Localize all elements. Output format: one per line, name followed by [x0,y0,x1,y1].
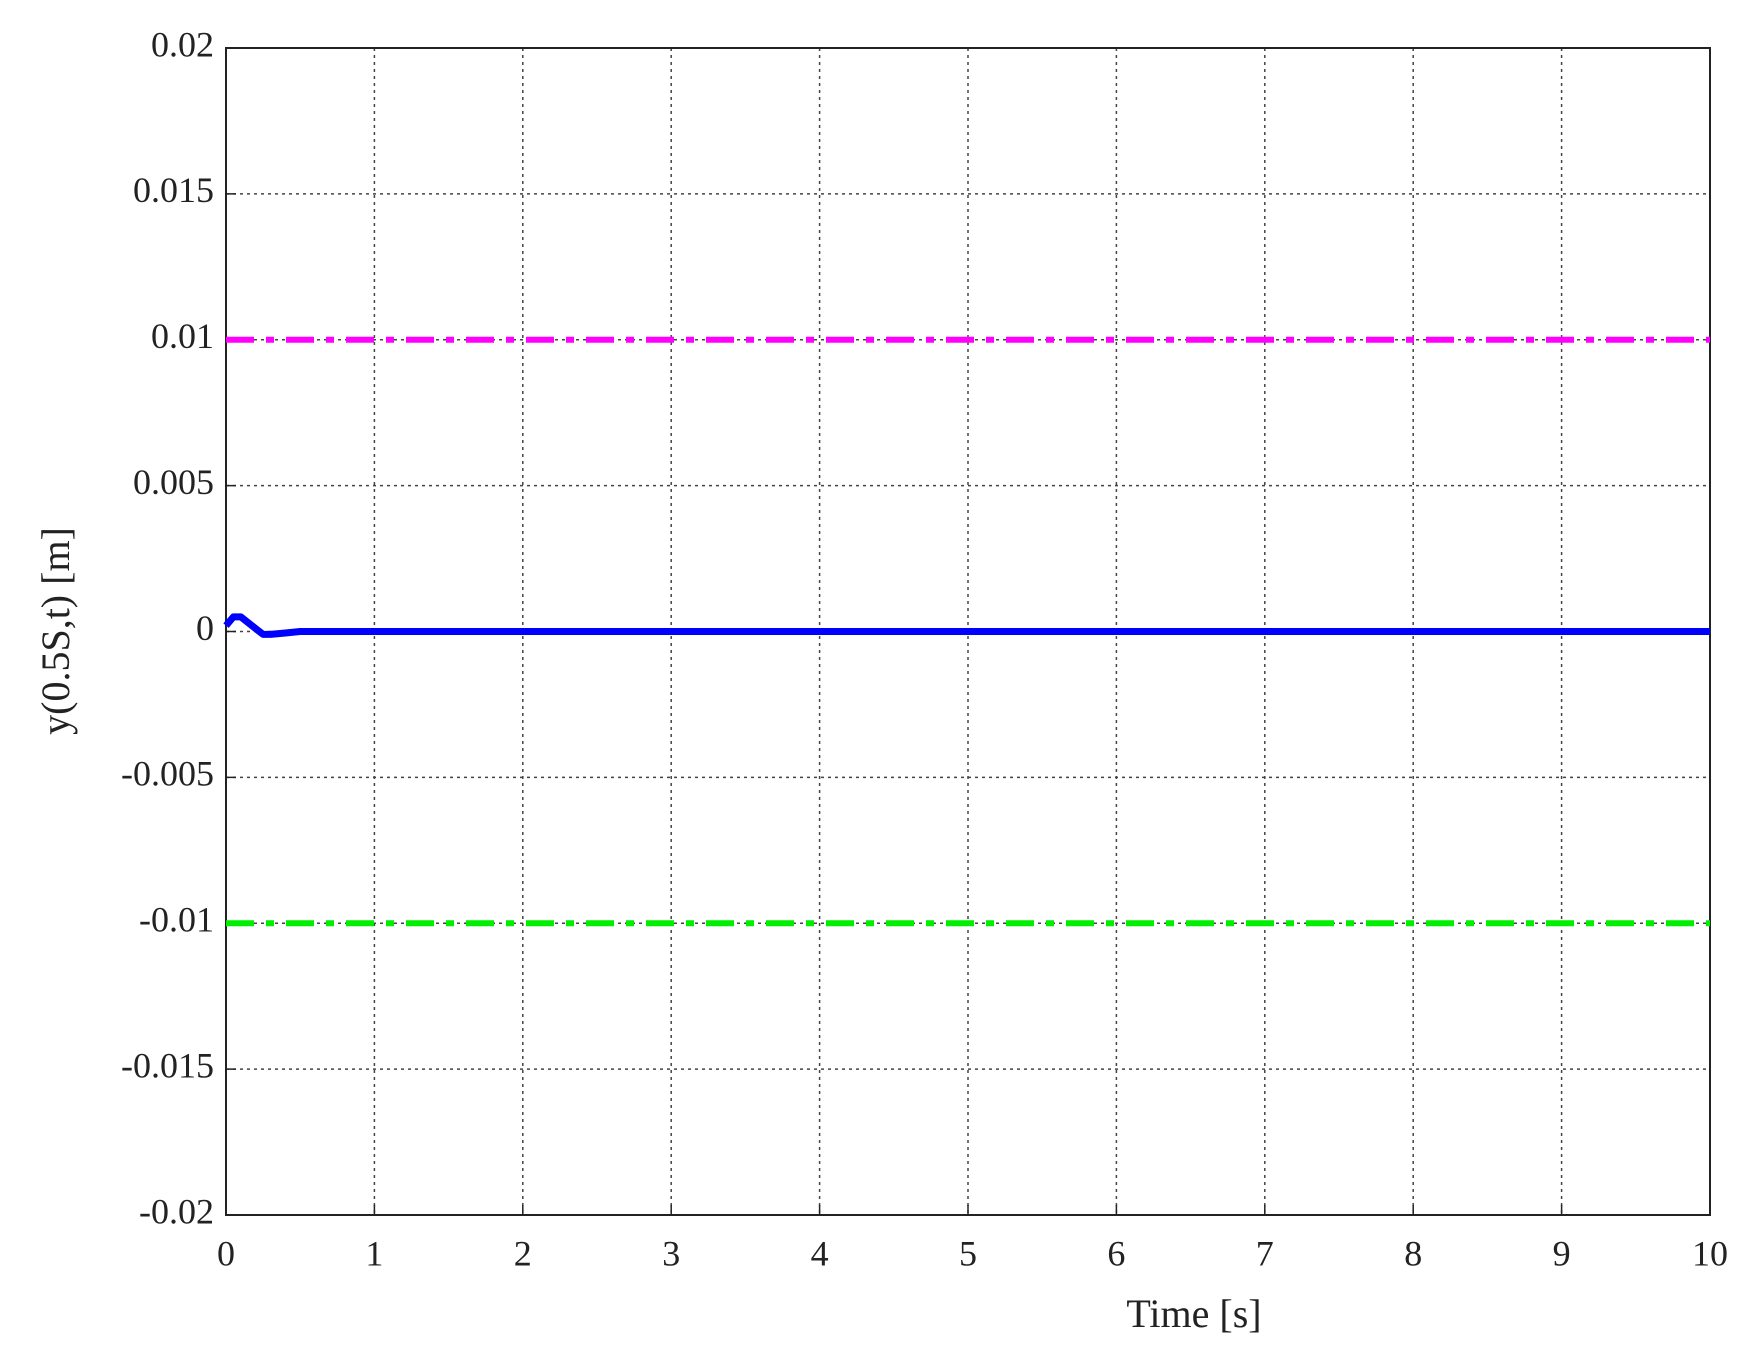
x-tick-label: 1 [365,1233,383,1273]
x-tick-label: 7 [1256,1233,1274,1273]
x-tick-label: 8 [1404,1233,1422,1273]
x-tick-label: 0 [217,1233,235,1273]
x-tick-label: 9 [1553,1233,1571,1273]
data-line [223,613,1710,638]
x-tick-label: 2 [514,1233,532,1273]
y-tick-label: -0.01 [139,900,214,940]
x-axis-label: Time [s] [1126,1291,1261,1336]
y-axis-label: y(0.5S,t) [m] [33,527,78,735]
x-tick-label: 4 [811,1233,829,1273]
x-tick-label: 10 [1692,1233,1728,1273]
y-tick-label: 0.02 [151,24,214,64]
x-tick-label: 5 [959,1233,977,1273]
y-tick-label: -0.02 [139,1191,214,1231]
y-tick-label: -0.015 [121,1045,214,1085]
y-tick-label: -0.005 [121,754,214,794]
y-tick-label: 0.01 [151,316,214,356]
y-tick-label: 0 [196,608,214,648]
y-tick-label: 0.015 [133,170,214,210]
x-tick-label: 3 [662,1233,680,1273]
x-tick-label: 6 [1107,1233,1125,1273]
y-tick-label: 0.005 [133,462,214,502]
